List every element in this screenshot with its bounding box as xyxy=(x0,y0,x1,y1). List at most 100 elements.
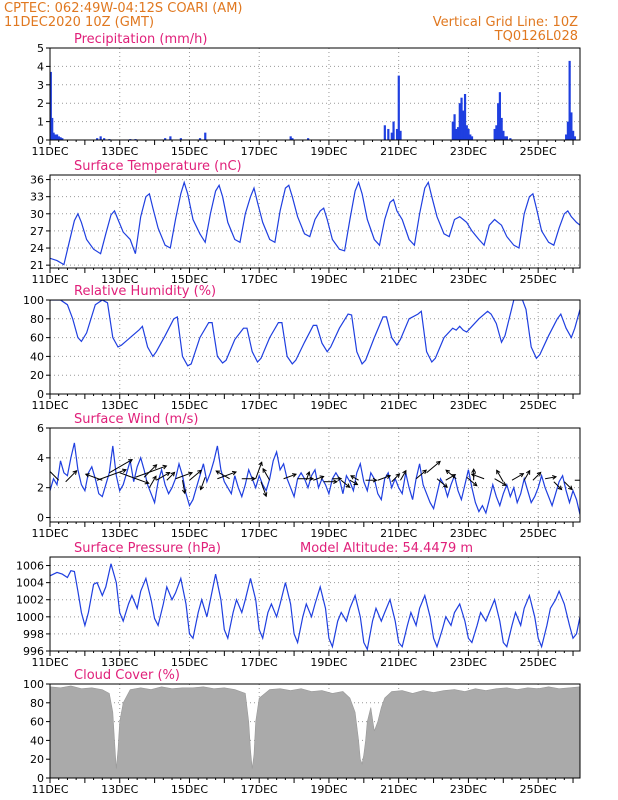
surface_wind-arrow-head xyxy=(305,471,311,476)
surface_wind-arrow-9 xyxy=(156,471,171,481)
surface_wind-arrow-head xyxy=(350,475,356,480)
precipitation-bar-47 xyxy=(504,136,507,140)
surface_wind-xtick-label: 19DEC xyxy=(310,527,347,540)
surface_wind-arrow-head xyxy=(84,473,90,478)
precipitation-bar-39 xyxy=(469,134,472,140)
surface_wind-arrow-11 xyxy=(175,471,194,480)
surface_wind-arrow-head xyxy=(568,485,573,491)
surface_temperature-ytick-label: 33 xyxy=(30,191,44,204)
surface_wind-arrow-shaft xyxy=(349,479,358,486)
surface_wind-arrow-head xyxy=(170,471,176,477)
surface_wind-arrow-shaft xyxy=(215,470,230,480)
surface_pressure-ytick-label: 998 xyxy=(23,628,44,641)
precipitation-bar-54 xyxy=(572,130,575,140)
surface_wind-arrow-head xyxy=(262,467,267,473)
surface_wind-arrow-shaft xyxy=(156,472,170,481)
surface_wind-arrow-13 xyxy=(189,469,203,481)
surface_wind-arrow-shaft xyxy=(85,473,103,481)
surface_pressure-xtick-label: 11DEC xyxy=(31,656,68,669)
surface_pressure-xtick-label: 19DEC xyxy=(310,656,347,669)
cloud_cover-xtick-label: 17DEC xyxy=(241,783,278,796)
precipitation-xtick-label: 11DEC xyxy=(31,145,68,158)
precipitation-bar-53 xyxy=(570,112,573,140)
surface_wind-arrow-49 xyxy=(563,481,573,491)
precipitation-bar-15 xyxy=(169,136,172,140)
surface_wind-arrow-shaft xyxy=(399,470,407,481)
surface_wind-arrow-shaft xyxy=(553,481,562,490)
surface_wind-arrow-30 xyxy=(365,477,378,483)
header-right1: Vertical Grid Line: 10Z xyxy=(433,15,578,30)
precipitation-bar-27 xyxy=(397,75,400,140)
precipitation-bar-26 xyxy=(395,128,399,140)
precipitation-bar-5 xyxy=(57,136,60,140)
surface_wind-ytick-label: 0 xyxy=(37,512,44,525)
surface_wind-arrow-35 xyxy=(426,460,441,474)
surface_wind-arrow-shaft xyxy=(445,474,456,481)
precipitation-bar-1 xyxy=(51,117,54,140)
relative_humidity-ytick-label: 40 xyxy=(30,350,44,363)
relative_humidity-ytick-label: 60 xyxy=(30,332,44,345)
precipitation-bar-9 xyxy=(99,136,102,140)
surface_wind-arrow-2 xyxy=(96,468,127,481)
surface_wind-arrow-10 xyxy=(166,471,176,481)
surface_wind-arrow-head xyxy=(333,479,338,485)
precipitation-bar-48 xyxy=(505,136,508,140)
cloud_cover-xtick-label: 11DEC xyxy=(31,783,68,796)
surface_pressure-ytick-label: 1000 xyxy=(16,611,44,624)
precipitation-bar-51 xyxy=(566,121,569,140)
surface_wind-arrow-shaft xyxy=(415,469,427,480)
surface_wind-arrow-head xyxy=(337,476,343,482)
precipitation-bar-44 xyxy=(498,92,502,140)
surface_wind-arrow-shaft xyxy=(305,471,310,481)
surface_wind-arrow-shaft xyxy=(217,471,237,480)
relative_humidity-xtick-label: 11DEC xyxy=(31,399,68,412)
precipitation-bar-49 xyxy=(509,138,512,140)
surface_wind-arrow-33 xyxy=(399,469,407,481)
precipitation-ytick-label: 1 xyxy=(37,116,44,129)
relative_humidity-ytick-label: 0 xyxy=(37,388,44,401)
surface_wind-arrow-shaft xyxy=(340,479,350,488)
surface_wind-ytick-label: 4 xyxy=(37,452,44,465)
surface_wind-arrow-shaft xyxy=(532,472,542,481)
surface_wind-arrow-21 xyxy=(283,473,297,480)
surface_wind-arrow-31 xyxy=(377,474,392,481)
surface_wind-arrow-45 xyxy=(523,469,531,481)
surface_wind-arrow-shaft xyxy=(377,475,391,481)
surface_wind-arrow-15 xyxy=(217,470,237,480)
surface_wind-arrow-0 xyxy=(50,468,60,481)
surface_wind-arrow-head xyxy=(496,469,501,475)
surface_wind-ytick-label: 2 xyxy=(37,482,44,495)
surface_temperature-plot xyxy=(50,180,580,266)
relative_humidity-line xyxy=(50,300,580,367)
surface_wind-arrow-shaft xyxy=(119,472,149,484)
cloud_cover-xtick-label: 13DEC xyxy=(101,783,138,796)
surface_wind-line xyxy=(50,442,580,515)
surface_wind-title: Surface Wind (m/s) xyxy=(74,412,198,427)
precipitation-bar-7 xyxy=(61,138,64,140)
surface_temperature-frame xyxy=(49,174,581,269)
surface_wind-arrow-shaft xyxy=(135,465,167,478)
surface_wind-arrow-head xyxy=(319,475,325,480)
surface_wind-arrow-shaft xyxy=(445,469,457,480)
surface_wind-arrow-4 xyxy=(109,459,133,474)
precipitation-bar-22 xyxy=(383,125,386,140)
surface_wind-arrow-shaft xyxy=(148,476,157,488)
surface_wind-arrow-head xyxy=(181,489,187,495)
surface_wind-arrow-head xyxy=(345,483,351,488)
surface_wind-arrow-shaft xyxy=(563,481,573,490)
header-right2: TQ0126L028 xyxy=(494,29,578,44)
surface_temperature-ytick-label: 21 xyxy=(30,259,44,272)
precipitation-bar-32 xyxy=(456,127,460,140)
surface_wind-arrow-head xyxy=(501,481,507,486)
surface_wind-xtick-label: 25DEC xyxy=(520,527,557,540)
precipitation-bar-36 xyxy=(463,94,467,140)
precipitation-bar-46 xyxy=(502,130,505,140)
surface_wind-arrow-25 xyxy=(323,479,338,485)
surface_wind-arrow-shaft xyxy=(313,475,324,481)
precipitation-bar-38 xyxy=(467,128,470,140)
surface_wind-xtick-label: 23DEC xyxy=(450,527,487,540)
surface_wind-arrow-head xyxy=(72,470,78,475)
surface_temperature-ytick-label: 24 xyxy=(30,242,44,255)
surface_wind-arrow-22 xyxy=(297,476,315,482)
surface_wind-arrow-3 xyxy=(84,473,103,481)
